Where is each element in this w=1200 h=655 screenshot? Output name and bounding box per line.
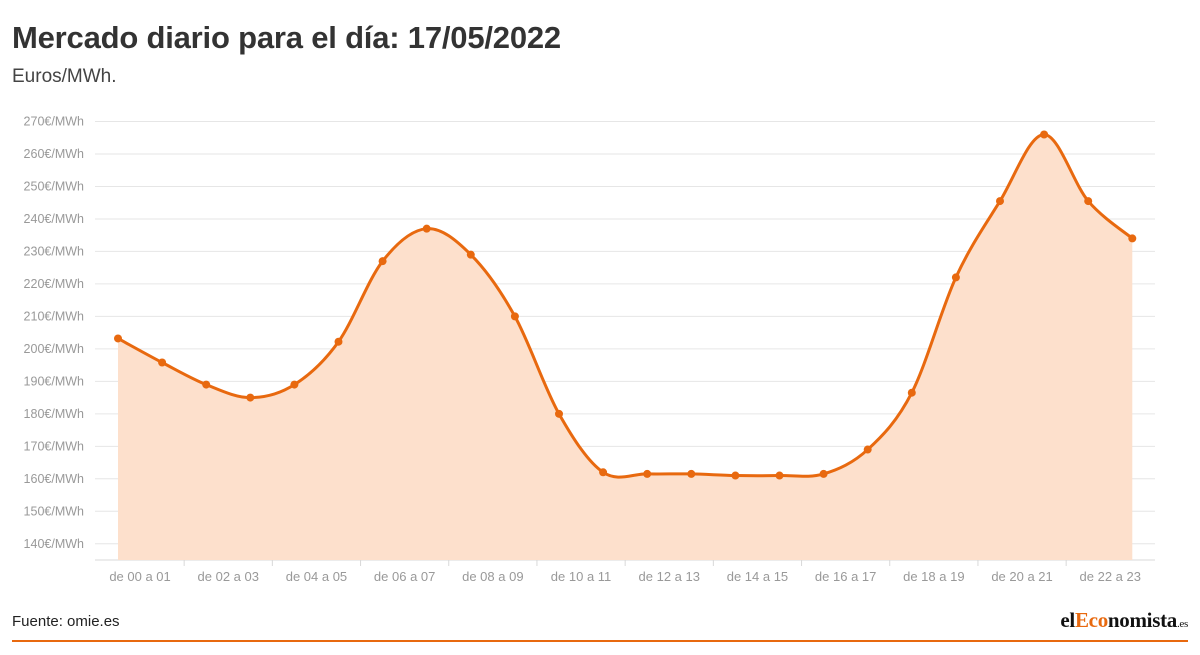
data-point (731, 471, 740, 480)
data-point (775, 471, 784, 480)
price-area-chart: 140€/MWh 150€/MWh 160€/MWh 170€/MWh 180€/MWh… (24, 114, 1155, 584)
x-tick-label: de 08 a 09 (462, 569, 523, 584)
x-tick-label: de 18 a 19 (903, 569, 964, 584)
y-tick-label: 220€/MWh (24, 277, 84, 291)
data-point (1040, 130, 1049, 139)
brand-logo: elEconomista.es (1060, 608, 1188, 633)
x-tick-label: de 22 a 23 (1080, 569, 1141, 584)
data-point (1128, 234, 1137, 243)
series-area (118, 134, 1133, 560)
x-tick-label: de 06 a 07 (374, 569, 435, 584)
y-tick-label: 230€/MWh (24, 244, 84, 258)
x-axis-ticks: de 00 a 01 de 02 a 03 de 04 a 05 de 06 a 07… (109, 560, 1141, 584)
chart-title: Mercado diario para el día: 17/05/2022 (12, 20, 561, 55)
y-tick-label: 240€/MWh (24, 212, 84, 226)
data-point (114, 334, 122, 343)
data-point (687, 469, 696, 478)
x-tick-label: de 04 a 05 (286, 569, 347, 584)
x-tick-label: de 02 a 03 (198, 569, 259, 584)
data-point (819, 469, 828, 478)
data-point (158, 358, 167, 367)
brand-accent: Eco (1074, 608, 1108, 632)
data-point (202, 380, 211, 389)
footer-rule (12, 640, 1188, 642)
y-tick-label: 140€/MWh (24, 537, 84, 551)
x-tick-label: de 00 a 01 (109, 569, 170, 584)
data-point (422, 224, 431, 233)
brand-prefix: el (1060, 608, 1075, 632)
data-point (907, 388, 916, 397)
data-point (951, 273, 960, 282)
y-tick-label: 270€/MWh (24, 114, 84, 128)
y-tick-label: 260€/MWh (24, 147, 84, 161)
x-tick-label: de 12 a 13 (639, 569, 700, 584)
x-tick-label: de 14 a 15 (727, 569, 788, 584)
data-point (643, 469, 652, 478)
x-tick-label: de 16 a 17 (815, 569, 876, 584)
chart-subtitle: Euros/MWh. (12, 66, 117, 87)
point-layer (114, 130, 1137, 480)
y-tick-label: 210€/MWh (24, 309, 84, 323)
y-tick-label: 200€/MWh (24, 342, 84, 356)
y-tick-label: 150€/MWh (24, 504, 84, 518)
x-tick-label: de 20 a 21 (991, 569, 1052, 584)
data-point (246, 393, 255, 402)
y-tick-label: 250€/MWh (24, 179, 84, 193)
brand-main: nomista (1107, 608, 1177, 632)
source-note: Fuente: omie.es (12, 613, 120, 630)
data-point (1084, 197, 1093, 206)
y-tick-label: 160€/MWh (24, 472, 84, 486)
y-tick-label: 190€/MWh (24, 374, 84, 388)
x-tick-label: de 10 a 11 (551, 569, 611, 584)
y-tick-label: 170€/MWh (24, 439, 84, 453)
data-point (466, 250, 475, 259)
area-layer (118, 134, 1133, 560)
data-point (996, 197, 1004, 206)
data-point (510, 312, 519, 321)
y-axis-ticks: 140€/MWh 150€/MWh 160€/MWh 170€/MWh 180€/MWh… (24, 114, 84, 550)
data-point (334, 337, 343, 346)
y-tick-label: 180€/MWh (24, 407, 84, 421)
brand-suffix: .es (1176, 618, 1188, 630)
data-point (378, 257, 387, 266)
data-point (863, 445, 872, 454)
data-point (599, 468, 608, 477)
data-point (555, 409, 563, 418)
data-point (290, 380, 299, 389)
